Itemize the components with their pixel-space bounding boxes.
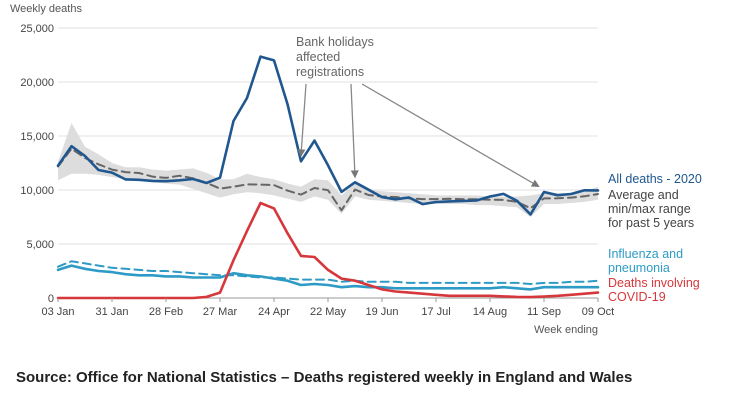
series-line-average-past-5-years [57,147,599,212]
annotation-text: affected [296,50,340,64]
x-axis-label: Week ending [534,324,598,336]
x-tick-label: 28 Feb [149,306,183,318]
legend-label: All deaths - 2020 [608,172,702,186]
series-line-deaths-involving-covid-19 [56,201,600,300]
x-tick-label: 14 Aug [473,306,507,318]
y-axis: 0 5,000 10,000 15,000 20,000 25,000 [20,23,54,305]
x-tick-label: 22 May [310,306,347,318]
chart: 0 5,000 10,000 15,000 20,000 25,000 03 Jan 31 … [10,3,702,336]
annotation-text: registrations [296,65,364,79]
annotation-text: Bank holidays [296,35,374,49]
series-line-influenza-and-pneumonia-2020 [56,264,600,291]
range-band [58,123,598,217]
annotation-arrow [350,83,359,179]
legend-label: Influenza and [608,247,683,261]
y-axis-label: Weekly deaths [10,3,82,15]
x-tick-label: 19 Jun [365,306,398,318]
annotation-arrow [361,83,540,188]
y-tick-label: 25,000 [20,23,54,35]
x-tick-label: 17 Jul [421,306,450,318]
x-axis: 03 Jan 31 Jan 28 Feb 27 Mar 24 Apr 22 May 19 J… [41,298,614,318]
x-tick-label: 27 Mar [203,306,238,318]
source-note: Source: Office for National Statistics –… [16,369,633,386]
legend-label: pneumonia [608,261,670,275]
legend-label: Average and [608,188,679,202]
x-tick-label: 24 Apr [258,306,290,318]
y-tick-label: 0 [48,293,54,305]
x-tick-label: 31 Jan [95,306,128,318]
legend-label: min/max range [608,202,691,216]
x-tick-label: 11 Sep [527,306,561,318]
y-tick-label: 15,000 [20,131,54,143]
y-tick-label: 20,000 [20,77,54,89]
series-lines [56,55,600,300]
series-line-influenza-and-pneumonia-5-year-average [57,260,599,285]
y-tick-label: 10,000 [20,185,54,197]
series-line-all-deaths-2020 [56,55,600,216]
annotation-arrow [297,83,307,158]
x-tick-label: 03 Jan [41,306,74,318]
legend-label: for past 5 years [608,216,694,230]
legend-label: COVID-19 [608,290,666,304]
legend-label: Deaths involving [608,276,700,290]
min-max-range-band [58,123,598,217]
x-tick-label: 09 Oct [582,306,614,318]
y-tick-label: 5,000 [26,239,54,251]
